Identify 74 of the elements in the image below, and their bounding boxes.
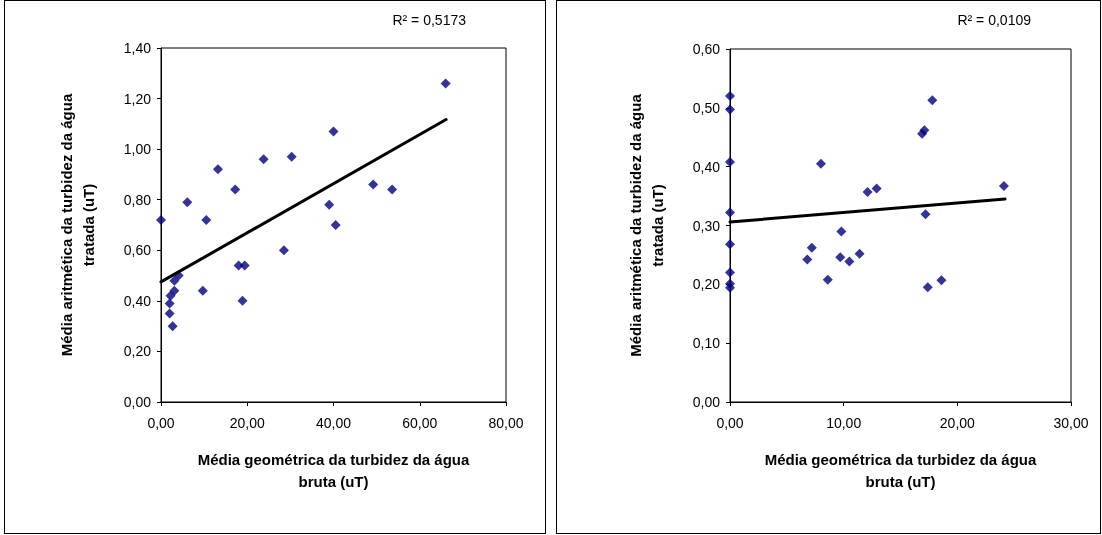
point (854, 248, 865, 259)
y-tick-label: 1,40 (123, 40, 152, 56)
y-tick-label: 1,20 (123, 90, 152, 107)
point (998, 181, 1009, 192)
x-tick-label: 60,00 (402, 415, 438, 431)
point (871, 183, 882, 194)
x-tick-label: 0,00 (147, 415, 175, 431)
text: R² = 0,0109 (957, 12, 1032, 28)
y-tick-label: 0,20 (692, 276, 721, 293)
x-tick-label: 80,00 (488, 415, 524, 431)
point (802, 254, 813, 265)
point (330, 220, 341, 230)
y-tick-label: 0,20 (123, 343, 152, 360)
x-tick-label: 0,00 (716, 415, 744, 431)
y-axis-title: Média aritmética da turbidez da água tratada (uT) (57, 93, 97, 357)
y-tick-label: 1,00 (123, 141, 152, 158)
y-tick-label: 0,60 (123, 242, 152, 259)
point (725, 156, 735, 167)
point (156, 214, 166, 225)
y-tick-label: 0,40 (123, 292, 152, 309)
point (286, 151, 297, 162)
point (165, 290, 176, 301)
point (368, 179, 379, 190)
point (920, 209, 931, 220)
point (927, 95, 938, 106)
point (237, 295, 248, 306)
y-tick-label: 0,00 (123, 394, 152, 410)
x-axis-title: Média geométrica da turbidez da água bruta (uT) (197, 450, 471, 490)
point (725, 282, 735, 293)
point (440, 78, 451, 89)
point (725, 207, 735, 218)
x-tick-label: 30,00 (1053, 415, 1089, 431)
y-axis-title: Média aritmética da turbidez da água tratada (uT) (626, 93, 666, 357)
x-tick-label: 20,00 (229, 415, 265, 431)
point (324, 199, 335, 210)
y-tick-label: 0,30 (692, 217, 721, 234)
y-tick-label: 0,10 (692, 335, 721, 352)
point (182, 197, 193, 208)
y-tick-label: 0,40 (692, 158, 721, 175)
x-tick-label: 20,00 (939, 415, 976, 431)
x-axis-title: Média geométrica da turbidez da água bruta (uT) (764, 450, 1038, 490)
text: R² = 0,5173 (392, 12, 467, 28)
point (725, 267, 735, 278)
point (201, 214, 212, 225)
point (258, 154, 269, 165)
point (239, 260, 250, 271)
point (815, 158, 826, 169)
point (725, 239, 735, 250)
point (164, 308, 175, 319)
y-tick-label: 0,00 (692, 394, 721, 410)
point (387, 184, 398, 195)
point (725, 104, 735, 115)
point (328, 126, 339, 137)
point (167, 321, 178, 332)
y-tick-label: 0,50 (692, 99, 721, 116)
y-tick-label: 0,80 (123, 191, 152, 208)
point (278, 245, 289, 256)
x-tick-label: 40,00 (315, 415, 352, 431)
point (835, 252, 846, 263)
point (197, 285, 208, 296)
point (169, 275, 180, 286)
point (822, 274, 833, 285)
point (164, 298, 175, 309)
point (230, 184, 241, 195)
point (922, 282, 933, 293)
point (844, 256, 855, 267)
y-tick-label: 0,60 (692, 41, 721, 57)
point (862, 186, 873, 197)
point (936, 275, 947, 286)
x-tick-label: 10,00 (826, 415, 862, 431)
point (806, 242, 817, 253)
point (836, 226, 847, 237)
point (725, 91, 735, 102)
point (212, 164, 223, 175)
